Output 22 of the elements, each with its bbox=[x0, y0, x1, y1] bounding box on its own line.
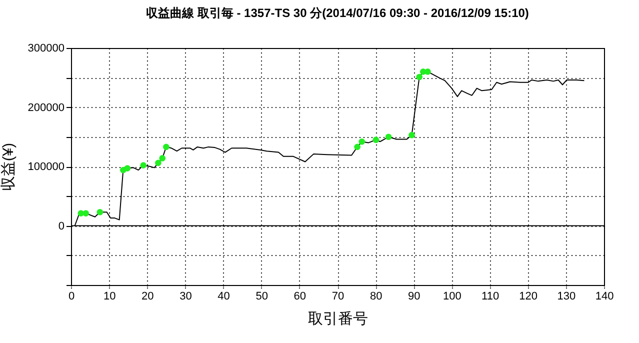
x-tick-label: 90 bbox=[408, 290, 420, 302]
x-tick-label: 140 bbox=[595, 290, 614, 302]
x-tick-label: 120 bbox=[519, 290, 538, 302]
y-tick-label: 0 bbox=[58, 220, 64, 232]
x-tick-label: 40 bbox=[218, 290, 230, 302]
x-tick-label: 110 bbox=[482, 290, 500, 302]
y-axis-title: 収益(¥) bbox=[0, 142, 17, 192]
x-tick-label: 0 bbox=[68, 290, 75, 302]
x-axis-title: 取引番号 bbox=[308, 310, 368, 328]
x-tick-label: 50 bbox=[256, 290, 268, 302]
y-tick-label: 300000 bbox=[28, 42, 64, 54]
x-tick-label: 70 bbox=[332, 290, 344, 302]
y-tick-label: 100000 bbox=[28, 161, 64, 173]
x-tick-label: 10 bbox=[103, 290, 116, 302]
x-tick-label: 20 bbox=[142, 290, 154, 302]
x-tick-label: 80 bbox=[370, 290, 382, 302]
chart-title: 収益曲線 取引毎 - 1357-TS 30 分(2014/07/16 09:30 - 2016/12/09 15:10) bbox=[146, 6, 529, 20]
y-tick-label: 200000 bbox=[28, 102, 64, 114]
x-tick-label: 130 bbox=[557, 290, 576, 302]
x-tick-label: 60 bbox=[294, 290, 306, 302]
x-tick-label: 30 bbox=[180, 290, 192, 302]
x-tick-label: 100 bbox=[443, 290, 462, 302]
